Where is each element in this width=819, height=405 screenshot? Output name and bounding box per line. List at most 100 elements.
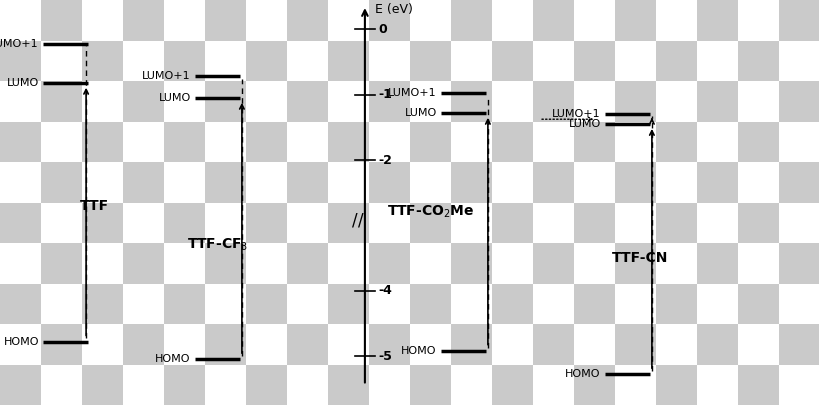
Bar (532, 243, 573, 284)
Text: HOMO: HOMO (3, 337, 39, 347)
Bar (532, 162, 573, 202)
Bar (778, 162, 819, 202)
Text: /: / (352, 211, 357, 229)
Bar (450, 324, 491, 364)
Text: HOMO: HOMO (400, 346, 436, 356)
Bar (164, 122, 205, 162)
Text: LUMO+1: LUMO+1 (551, 109, 600, 119)
Bar (778, 0, 819, 40)
Bar (450, 243, 491, 284)
Text: TTF-CO$_2$Me: TTF-CO$_2$Me (387, 204, 473, 220)
Bar (328, 40, 369, 81)
Bar (450, 162, 491, 202)
Bar (82, 364, 123, 405)
Bar (737, 122, 778, 162)
Bar (41, 0, 82, 40)
Text: TTF: TTF (79, 199, 109, 213)
Bar (778, 324, 819, 364)
Bar (573, 40, 614, 81)
Text: LUMO+1: LUMO+1 (0, 39, 39, 49)
Bar (287, 81, 328, 122)
Bar (737, 364, 778, 405)
Bar (614, 324, 655, 364)
Text: HOMO: HOMO (155, 354, 190, 364)
Bar (205, 324, 246, 364)
Bar (287, 243, 328, 284)
Bar (655, 122, 696, 162)
Bar (246, 40, 287, 81)
Bar (82, 284, 123, 324)
Bar (287, 0, 328, 40)
Text: -4: -4 (378, 284, 391, 297)
Bar (491, 284, 532, 324)
Bar (491, 122, 532, 162)
Bar (82, 40, 123, 81)
Bar (532, 324, 573, 364)
Text: 0: 0 (378, 23, 387, 36)
Bar (696, 324, 737, 364)
Bar (0, 40, 41, 81)
Bar (655, 284, 696, 324)
Bar (287, 324, 328, 364)
Bar (491, 202, 532, 243)
Bar (614, 243, 655, 284)
Bar (123, 0, 164, 40)
Bar (532, 81, 573, 122)
Bar (655, 202, 696, 243)
Bar (41, 162, 82, 202)
Text: LUMO: LUMO (568, 119, 600, 129)
Bar (696, 162, 737, 202)
Text: LUMO: LUMO (7, 78, 39, 88)
Bar (491, 40, 532, 81)
Bar (328, 122, 369, 162)
Bar (696, 243, 737, 284)
Bar (123, 324, 164, 364)
Bar (164, 40, 205, 81)
Bar (328, 202, 369, 243)
Text: LUMO: LUMO (158, 93, 190, 103)
Bar (123, 162, 164, 202)
Bar (369, 162, 410, 202)
Bar (737, 40, 778, 81)
Bar (410, 284, 450, 324)
Bar (246, 364, 287, 405)
Bar (205, 0, 246, 40)
Bar (410, 364, 450, 405)
Bar (778, 243, 819, 284)
Bar (0, 202, 41, 243)
Bar (82, 202, 123, 243)
Text: TTF-CF$_3$: TTF-CF$_3$ (187, 237, 247, 253)
Bar (369, 324, 410, 364)
Bar (614, 0, 655, 40)
Text: /: / (358, 211, 363, 229)
Text: E (eV): E (eV) (374, 2, 412, 16)
Text: TTF-CN: TTF-CN (611, 251, 667, 265)
Bar (655, 40, 696, 81)
Bar (41, 243, 82, 284)
Bar (123, 243, 164, 284)
Bar (573, 122, 614, 162)
Text: -5: -5 (378, 350, 391, 362)
Bar (696, 81, 737, 122)
Bar (450, 81, 491, 122)
Bar (205, 162, 246, 202)
Bar (246, 122, 287, 162)
Bar (614, 162, 655, 202)
Bar (0, 284, 41, 324)
Bar (246, 202, 287, 243)
Bar (205, 243, 246, 284)
Bar (0, 122, 41, 162)
Bar (491, 364, 532, 405)
Bar (450, 0, 491, 40)
Text: -2: -2 (378, 153, 391, 166)
Bar (614, 81, 655, 122)
Bar (410, 40, 450, 81)
Bar (82, 122, 123, 162)
Bar (246, 284, 287, 324)
Text: LUMO: LUMO (404, 108, 436, 118)
Bar (164, 202, 205, 243)
Bar (655, 364, 696, 405)
Bar (41, 81, 82, 122)
Bar (328, 284, 369, 324)
Bar (573, 284, 614, 324)
